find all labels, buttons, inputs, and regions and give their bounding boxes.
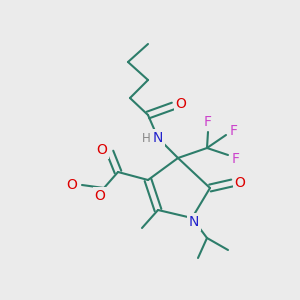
Text: N: N bbox=[153, 131, 163, 145]
Text: F: F bbox=[232, 152, 240, 166]
Text: O: O bbox=[67, 178, 77, 192]
Text: O: O bbox=[94, 189, 105, 203]
Text: O: O bbox=[97, 143, 107, 157]
Text: O: O bbox=[176, 97, 186, 111]
Text: N: N bbox=[189, 215, 199, 229]
Text: H: H bbox=[142, 131, 150, 145]
Text: O: O bbox=[235, 176, 245, 190]
Text: F: F bbox=[230, 124, 238, 138]
Text: F: F bbox=[204, 115, 212, 129]
